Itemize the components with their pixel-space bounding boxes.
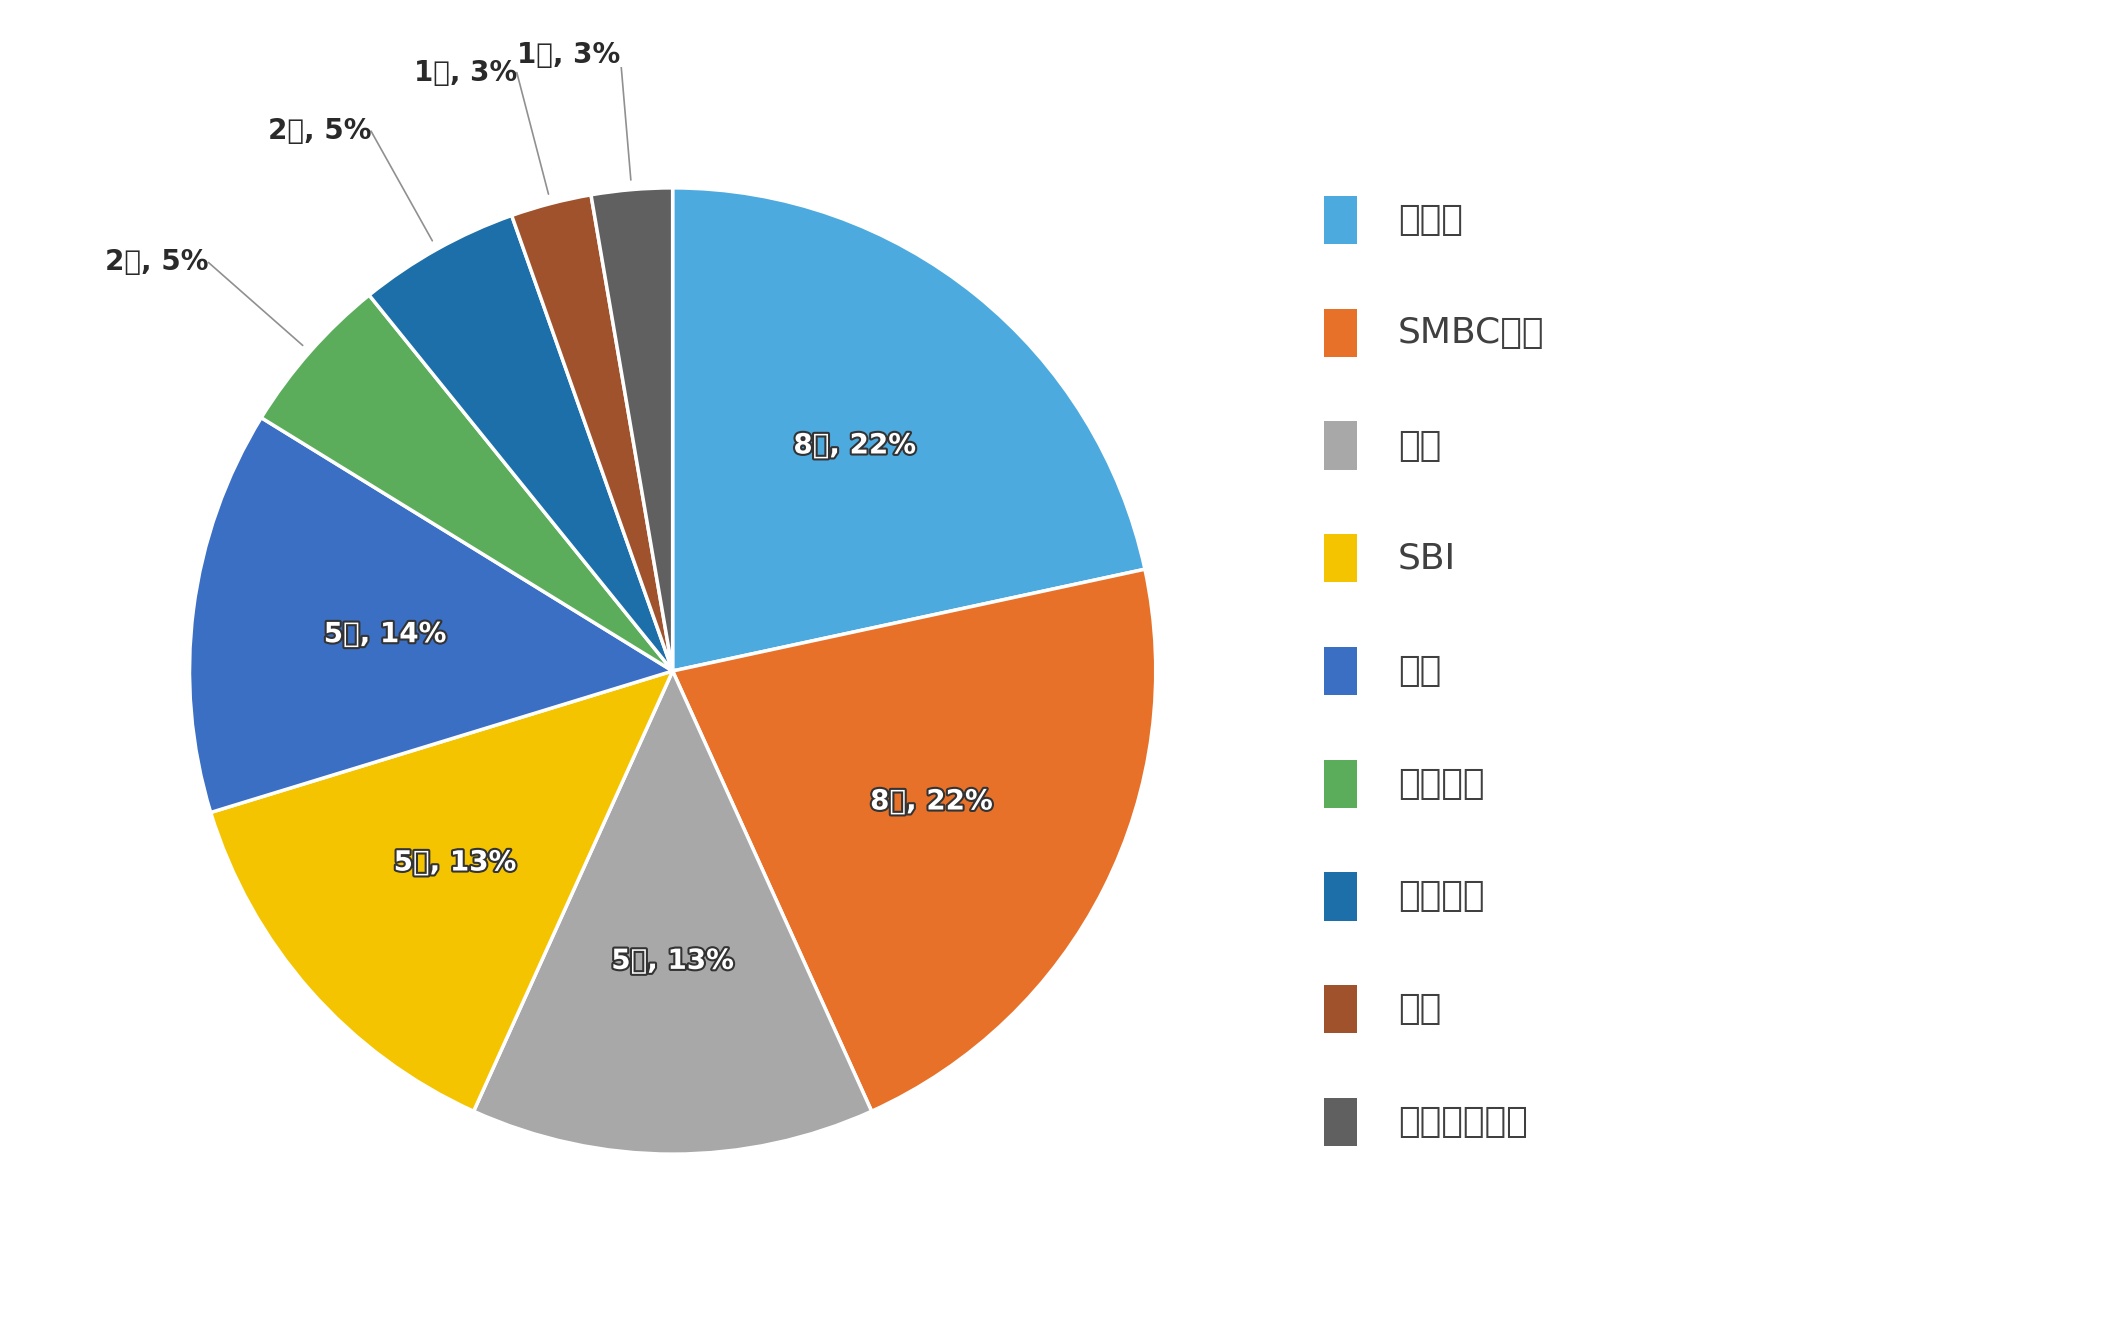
Text: みずほ: みずほ (1398, 203, 1463, 238)
FancyBboxPatch shape (1324, 309, 1358, 357)
Text: SMBC日興: SMBC日興 (1398, 315, 1545, 350)
Text: 岡三: 岡三 (1398, 992, 1442, 1027)
FancyBboxPatch shape (1324, 534, 1358, 582)
FancyBboxPatch shape (1324, 196, 1358, 244)
Text: 1社, 3%: 1社, 3% (517, 40, 620, 68)
Text: いちよし: いちよし (1398, 766, 1484, 801)
FancyBboxPatch shape (1324, 421, 1358, 470)
Text: 2社, 5%: 2社, 5% (267, 117, 372, 145)
Text: 5社, 13%: 5社, 13% (612, 947, 734, 974)
Wedge shape (189, 417, 673, 812)
Text: 1社, 3%: 1社, 3% (414, 59, 517, 87)
Text: 8社, 22%: 8社, 22% (870, 788, 992, 816)
Text: 野村: 野村 (1398, 428, 1442, 463)
Wedge shape (473, 671, 872, 1154)
Text: 2社, 5%: 2社, 5% (105, 248, 208, 276)
FancyBboxPatch shape (1324, 985, 1358, 1033)
FancyBboxPatch shape (1324, 647, 1358, 695)
FancyBboxPatch shape (1324, 872, 1358, 921)
Wedge shape (673, 569, 1156, 1111)
Wedge shape (370, 216, 673, 671)
Text: SBI: SBI (1398, 541, 1457, 576)
Text: 東海東京: 東海東京 (1398, 879, 1484, 914)
Text: 5社, 14%: 5社, 14% (324, 620, 446, 648)
Text: エイチ・エス: エイチ・エス (1398, 1104, 1528, 1139)
Wedge shape (261, 295, 673, 671)
Text: 8社, 22%: 8社, 22% (792, 432, 916, 459)
Wedge shape (673, 188, 1146, 671)
Wedge shape (511, 195, 673, 671)
FancyBboxPatch shape (1324, 1098, 1358, 1146)
Wedge shape (210, 671, 673, 1111)
Text: 大和: 大和 (1398, 654, 1442, 688)
Text: 5社, 13%: 5社, 13% (393, 848, 517, 876)
FancyBboxPatch shape (1324, 760, 1358, 808)
Wedge shape (591, 188, 673, 671)
